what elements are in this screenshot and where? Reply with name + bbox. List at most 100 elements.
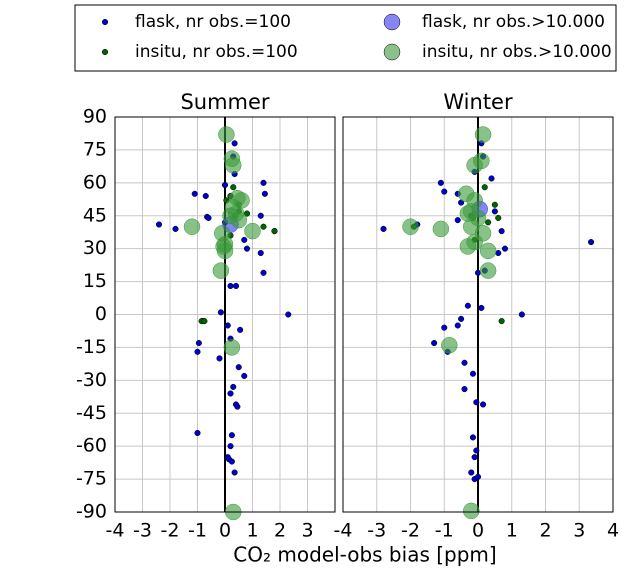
legend-label: flask, nr obs.>10.000 xyxy=(422,12,605,32)
x-tick-label: -1 xyxy=(188,520,207,542)
point xyxy=(195,339,202,347)
legend-box xyxy=(74,4,617,72)
point xyxy=(271,228,278,235)
point xyxy=(227,282,234,290)
point xyxy=(469,434,476,441)
point xyxy=(257,250,264,257)
point xyxy=(230,184,237,191)
point xyxy=(481,184,488,191)
x-tick-label: -4 xyxy=(106,520,125,542)
point xyxy=(402,218,419,235)
plot-frame xyxy=(342,116,614,513)
point xyxy=(474,473,482,480)
point xyxy=(194,429,201,437)
point xyxy=(461,359,468,366)
point xyxy=(217,309,224,316)
point xyxy=(473,399,480,406)
point xyxy=(474,126,492,143)
point xyxy=(218,126,235,143)
x-tick-label: -2 xyxy=(401,520,420,542)
point xyxy=(155,221,163,228)
point xyxy=(232,282,240,290)
point xyxy=(488,175,495,182)
point xyxy=(228,458,235,465)
legend-marker xyxy=(383,43,401,61)
point xyxy=(224,322,231,329)
point xyxy=(216,355,223,362)
point xyxy=(260,179,267,186)
point xyxy=(441,188,448,195)
point xyxy=(469,370,476,377)
point xyxy=(257,212,264,219)
point xyxy=(485,219,492,226)
point xyxy=(231,469,238,476)
point xyxy=(463,502,480,520)
x-tick-label: 1 xyxy=(506,520,518,542)
point xyxy=(201,318,208,325)
x-tick-label: 3 xyxy=(573,520,585,542)
x-tick-label: 0 xyxy=(219,520,231,542)
panel-title: Summer xyxy=(180,90,269,114)
point xyxy=(227,443,234,450)
point xyxy=(491,208,498,215)
point xyxy=(205,214,212,221)
legend-marker xyxy=(101,48,109,56)
panel: Summer-90-75-60-45-30-150153045607590-4-… xyxy=(76,90,336,542)
point xyxy=(215,238,232,255)
x-tick-label: 1 xyxy=(246,520,258,542)
point xyxy=(468,469,475,476)
point xyxy=(225,157,242,174)
legend-label: flask, nr obs.=100 xyxy=(135,12,291,32)
y-tick-label: 75 xyxy=(83,138,107,160)
x-tick-label: 4 xyxy=(607,520,619,542)
x-tick-label: 2 xyxy=(274,520,286,542)
point xyxy=(231,140,238,147)
point xyxy=(431,339,438,347)
x-tick-label: -3 xyxy=(367,520,386,542)
point xyxy=(227,390,234,397)
point xyxy=(380,225,387,232)
legend-marker xyxy=(101,18,109,26)
point xyxy=(212,262,230,279)
y-tick-label: -45 xyxy=(76,402,107,424)
x-tick-label: -2 xyxy=(161,520,180,542)
point xyxy=(466,233,483,251)
point xyxy=(498,228,505,235)
y-tick-label: 90 xyxy=(83,106,107,128)
y-tick-label: 60 xyxy=(83,171,107,193)
y-tick-label: -15 xyxy=(76,336,107,358)
point xyxy=(479,242,497,260)
point xyxy=(227,205,245,222)
point xyxy=(228,432,235,439)
panel-title: Winter xyxy=(443,90,513,114)
point xyxy=(172,225,179,232)
point xyxy=(260,223,267,230)
point xyxy=(454,322,461,329)
point xyxy=(194,348,201,355)
point xyxy=(223,339,241,356)
point xyxy=(261,190,268,197)
point xyxy=(501,245,509,252)
point xyxy=(441,324,448,331)
x-tick-label: -4 xyxy=(334,520,353,542)
y-tick-label: 15 xyxy=(83,270,107,292)
point xyxy=(473,447,480,454)
point xyxy=(221,181,229,189)
x-tick-label: 0 xyxy=(472,520,484,542)
point xyxy=(183,218,201,235)
legend-marker xyxy=(383,13,401,31)
point xyxy=(235,364,242,371)
point xyxy=(432,220,450,238)
y-tick-label: -90 xyxy=(76,501,107,523)
point xyxy=(191,190,198,197)
point xyxy=(495,214,502,221)
y-tick-label: -60 xyxy=(76,435,107,457)
point xyxy=(230,383,237,390)
point xyxy=(237,326,244,333)
point xyxy=(480,401,487,408)
x-tick-label: 3 xyxy=(301,520,313,542)
point xyxy=(437,179,444,186)
x-tick-label: -1 xyxy=(435,520,454,542)
point xyxy=(454,217,461,224)
